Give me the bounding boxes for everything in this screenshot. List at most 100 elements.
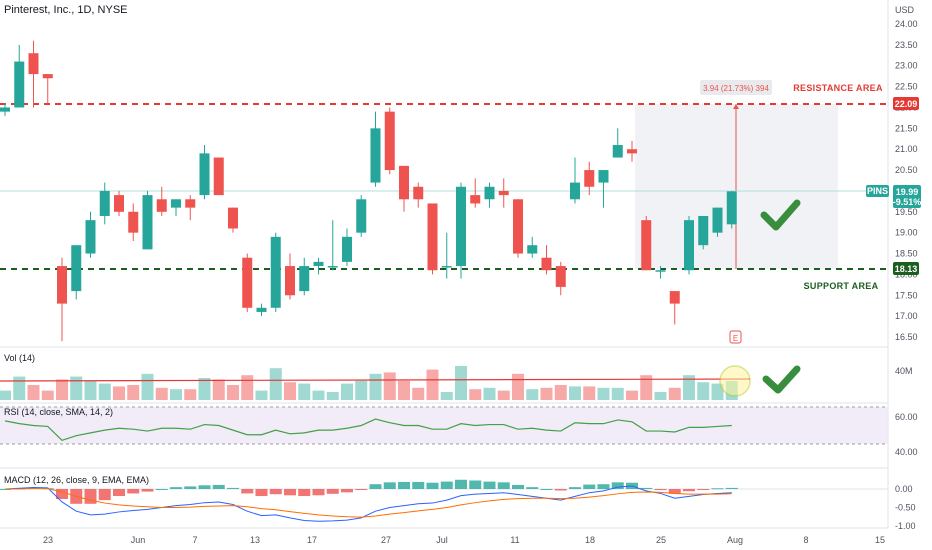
macd-hist-bar <box>369 484 382 489</box>
macd-pane-title[interactable]: MACD (12, 26, close, 9, EMA, EMA) <box>4 475 149 485</box>
candle-body <box>684 220 694 271</box>
volume-bar <box>155 387 168 400</box>
macd-hist-bar <box>583 484 596 489</box>
macd-hist-bar <box>84 489 97 504</box>
volume-highlight-circle <box>719 365 751 397</box>
price-tick: 19.50 <box>895 207 918 217</box>
symbol-title[interactable]: Pinterest, Inc., 1D, NYSE <box>4 4 128 16</box>
measure-label: 3.94 (21.73%) 394 <box>703 84 769 93</box>
volume-bar <box>455 366 467 400</box>
macd-hist-bar <box>426 482 439 489</box>
check-mark-icon-volume <box>762 365 801 394</box>
volume-bar <box>355 380 368 400</box>
volume-bar <box>284 382 296 400</box>
candle-body <box>627 149 637 154</box>
price-tick: 19.00 <box>895 228 918 238</box>
volume-bar <box>697 382 710 400</box>
volume-bar <box>583 386 596 400</box>
volume-bar <box>184 389 197 400</box>
macd-hist-bar <box>127 489 140 494</box>
macd-hist-bar <box>512 484 524 489</box>
volume-bar <box>668 387 681 400</box>
price-tick: 17.50 <box>895 290 918 300</box>
candle-body <box>726 191 737 225</box>
resistance-area-label: RESISTANCE AREA <box>793 83 883 93</box>
volume-bar <box>398 380 410 400</box>
macd-hist-bar <box>683 489 695 492</box>
candle-body <box>669 291 680 304</box>
volume-bar <box>611 387 624 400</box>
time-tick: 25 <box>656 535 666 545</box>
support-price-tag <box>893 262 919 275</box>
volume-bar <box>597 387 610 400</box>
macd-tick: 0.00 <box>895 484 913 494</box>
volume-axis-tick: 40M <box>895 366 913 376</box>
volume-bar <box>241 375 254 400</box>
candle-body <box>598 170 609 183</box>
rsi-line <box>4 418 732 441</box>
macd-hist-bar <box>597 484 610 489</box>
volume-bar <box>84 380 97 400</box>
macd-hist-bar <box>412 481 425 489</box>
candle-body <box>441 266 452 268</box>
volume-bar <box>56 379 68 400</box>
macd-hist-bar <box>113 489 125 497</box>
candle-body <box>470 195 481 204</box>
candle-body <box>285 266 295 296</box>
time-axis-ticks[interactable]: 23 Jun 7 13 17 27 Jul 11 18 25 Aug 8 15 <box>43 535 885 545</box>
rsi-pane-title[interactable]: RSI (14, close, SMA, 14, 2) <box>4 407 113 417</box>
macd-hist-bar <box>298 489 311 497</box>
price-tick: 23.50 <box>895 40 918 50</box>
ticker-tag <box>866 185 889 197</box>
macd-hist-bar <box>198 485 211 489</box>
volume-bar <box>0 390 11 400</box>
volume-bar <box>113 386 125 400</box>
macd-hist-bar <box>98 489 111 501</box>
candle-body <box>213 157 224 196</box>
macd-hist-bar <box>312 489 325 496</box>
volume-bar <box>711 383 724 400</box>
volume-bar <box>440 392 453 400</box>
last-price-tag <box>893 185 921 208</box>
macd-tick: -0.50 <box>895 503 916 513</box>
volume-bar <box>227 385 239 400</box>
earnings-marker[interactable] <box>729 330 742 344</box>
macd-hist-bar <box>383 482 396 489</box>
volume-bar <box>540 387 553 400</box>
macd-signal-line <box>5 488 732 518</box>
volume-bar <box>41 390 54 400</box>
candle-body <box>28 53 39 75</box>
price-tick: 22.50 <box>895 82 918 92</box>
candle-body <box>171 199 181 208</box>
candle-body <box>541 257 552 271</box>
candle-body <box>555 266 566 287</box>
volume-pane-title[interactable]: Vol (14) <box>4 353 35 363</box>
volume-bar <box>98 383 111 400</box>
rsi-tick: 40.00 <box>895 447 918 457</box>
macd-hist-bar <box>640 487 653 489</box>
time-tick: Jun <box>131 535 146 545</box>
ticker-tag-text: PINS <box>867 186 888 196</box>
macd-hist-bar <box>355 489 368 490</box>
candle-body <box>498 190 509 196</box>
candle-body <box>228 207 238 229</box>
candle-body <box>85 220 96 254</box>
candle-body <box>413 186 424 200</box>
rsi-tick: 60.00 <box>895 412 918 422</box>
volume-bar <box>170 389 182 400</box>
macd-hist-bar <box>611 482 624 489</box>
macd-hist-bar <box>255 489 268 497</box>
volume-bar <box>412 387 425 400</box>
macd-hist-bar <box>497 482 510 489</box>
volume-bar <box>626 390 638 400</box>
price-axis-ticks[interactable]: 24.0023.5023.0022.5022.0021.5021.0020.50… <box>895 19 918 342</box>
candle-body <box>399 165 409 200</box>
time-tick: 8 <box>803 535 808 545</box>
macd-hist-bar <box>326 489 339 494</box>
support-area-label: SUPPORT AREA <box>804 281 879 291</box>
measure-arrow-up-icon <box>733 104 739 109</box>
candle-body <box>299 266 310 292</box>
candle-body <box>185 199 196 208</box>
support-price-value: 18.13 <box>895 264 918 274</box>
